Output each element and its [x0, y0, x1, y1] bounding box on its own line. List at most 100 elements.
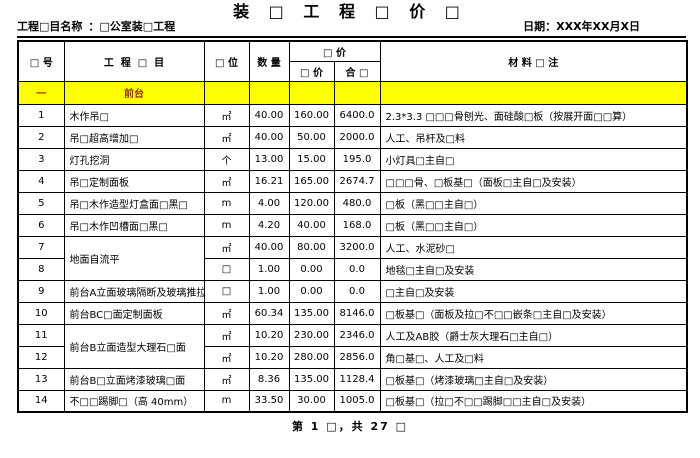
- table-row: 9 前台A立面玻璃隔断及玻璃推拉□ □ 1.00 0.00 0.0 □主自□及安装: [17, 279, 688, 303]
- col-header-unit-price: □ 价: [288, 60, 335, 82]
- cell-seq: 2: [17, 125, 65, 149]
- cell-seq: 4: [17, 169, 65, 193]
- cell-qty: 10.20: [248, 345, 290, 369]
- cell-unit-price: 165.00: [288, 169, 335, 193]
- section-empty-cell: [288, 80, 335, 105]
- cell-materials: □板（黑□□主自□）: [379, 191, 688, 215]
- cell-unit-price: 0.00: [288, 257, 335, 281]
- cell-materials: 小灯具□主自□: [379, 147, 688, 171]
- page-footer: 第 1 □，共 27 □: [291, 420, 409, 433]
- cell-total: 2674.7: [333, 169, 381, 193]
- table-row: 2 吊□超高增加□ ㎡ 40.00 50.00 2000.0 人工、吊杆及□料: [17, 125, 688, 149]
- cell-materials: 人工及AB胶（爵士灰大理石□主自□）: [379, 323, 688, 347]
- cell-total: 2346.0: [333, 323, 381, 347]
- section-seq-cell: 一: [17, 80, 65, 105]
- cell-unit: m: [203, 213, 250, 237]
- cell-seq: 11: [17, 323, 65, 347]
- cell-qty: 16.21: [248, 169, 290, 193]
- cell-project: 不□□踢脚□（高 40mm）: [63, 389, 205, 413]
- cell-unit-price: 40.00: [288, 213, 335, 237]
- cell-total: 1128.4: [333, 367, 381, 391]
- table-header: □ 号 工 程 □ 目 □ 位 数 量 □ 价 材 料 □ 注 □ 价 合 □: [17, 40, 688, 82]
- cell-materials: 角□基□、人工及□料: [379, 345, 688, 369]
- cell-seq: 1: [17, 103, 65, 127]
- cell-seq: 3: [17, 147, 65, 171]
- cell-project: 地面自流平: [63, 235, 205, 281]
- col-header-seq: □ 号: [17, 40, 65, 82]
- cell-project: 灯孔挖洞: [63, 147, 205, 171]
- table-row: 5 吊□木作造型灯盒面□黑□ m 4.00 120.00 480.0 □板（黑□□主自□）: [17, 191, 688, 215]
- cell-total: 0.0: [333, 279, 381, 303]
- cell-materials: □主自□及安装: [379, 279, 688, 303]
- meta-bar: 工程□目名称 ：□公室装□工程 日期： XXX年XX月X日: [17, 20, 686, 38]
- table-row: 3 灯孔挖洞个 13.00 15.00 195.0 小灯具□主自□: [17, 147, 688, 171]
- cell-project: 木作吊□: [63, 103, 205, 127]
- cell-seq: 8: [17, 257, 65, 281]
- cell-unit-price: 80.00: [288, 235, 335, 259]
- cell-unit: m: [203, 191, 250, 215]
- section-name-cell: 前台: [63, 80, 205, 105]
- date-group: 日期： XXX年XX月X日: [523, 18, 686, 34]
- section-empty-cell: [248, 80, 290, 105]
- cell-unit: ㎡: [203, 367, 250, 391]
- cell-materials: □板基□（烤漆玻璃□主自□及安装）: [379, 367, 688, 391]
- cell-unit: ㎡: [203, 103, 250, 127]
- cell-unit: □: [203, 279, 250, 303]
- cell-seq: 14: [17, 389, 65, 413]
- cell-total: 195.0: [333, 147, 381, 171]
- cell-qty: 40.00: [248, 103, 290, 127]
- cell-materials: 2.3*3.3 □□□骨刨光、面硅酸□板（按展开面□□算）: [379, 103, 688, 127]
- cell-seq: 10: [17, 301, 65, 325]
- cell-qty: 10.20: [248, 323, 290, 347]
- cell-project: 吊□木作凹槽面□黑□: [63, 213, 205, 237]
- cell-unit: ㎡: [203, 169, 250, 193]
- cell-qty: 40.00: [248, 125, 290, 149]
- cell-unit: □: [203, 257, 250, 281]
- cell-unit-price: 50.00: [288, 125, 335, 149]
- cell-unit-price: 160.00: [288, 103, 335, 127]
- col-header-qty: 数 量: [248, 40, 290, 82]
- cell-unit: ㎡: [203, 345, 250, 369]
- col-header-price-group: □ 价: [288, 40, 381, 62]
- cell-unit-price: 30.00: [288, 389, 335, 413]
- cell-seq: 5: [17, 191, 65, 215]
- col-header-unit: □ 位: [203, 40, 250, 82]
- cell-unit-price: 15.00: [288, 147, 335, 171]
- cell-materials: 人工、吊杆及□料: [379, 125, 688, 149]
- cell-seq: 12: [17, 345, 65, 369]
- cell-unit-price: 135.00: [288, 367, 335, 391]
- cell-unit: ㎡: [203, 323, 250, 347]
- cell-seq: 9: [17, 279, 65, 303]
- cell-qty: 13.00: [248, 147, 290, 171]
- cell-seq: 7: [17, 235, 65, 259]
- cell-materials: □板基□（拉□不□□踢脚□□主自□及安装）: [379, 389, 688, 413]
- cell-qty: 1.00: [248, 257, 290, 281]
- cell-unit-price: 120.00: [288, 191, 335, 215]
- project-name-label: 工程□目名称: [17, 20, 83, 33]
- cell-total: 1005.0: [333, 389, 381, 413]
- col-header-total: 合 □: [333, 60, 381, 82]
- cell-materials: 人工、水泥砂□: [379, 235, 688, 259]
- cell-unit: ㎡: [203, 235, 250, 259]
- cell-unit: m: [203, 389, 250, 413]
- cell-unit: 个: [203, 147, 250, 171]
- cell-unit: ㎡: [203, 125, 250, 149]
- section-empty-cell: [379, 80, 688, 105]
- cell-total: 3200.0: [333, 235, 381, 259]
- cell-project: 前台A立面玻璃隔断及玻璃推拉□: [63, 279, 205, 303]
- cell-qty: 8.36: [248, 367, 290, 391]
- project-name-group: 工程□目名称 ：□公室装□工程: [17, 18, 175, 34]
- cell-unit: ㎡: [203, 301, 250, 325]
- cell-qty: 60.34: [248, 301, 290, 325]
- date-label: 日期：: [523, 20, 557, 33]
- cell-unit-price: 135.00: [288, 301, 335, 325]
- date-value: XXX年XX月X日: [556, 20, 640, 33]
- cell-total: 0.0: [333, 257, 381, 281]
- cell-qty: 4.20: [248, 213, 290, 237]
- section-row-front-desk: 一 前台: [17, 80, 688, 105]
- cell-materials: 地毯□主自□及安装: [379, 257, 688, 281]
- quotation-table: □ 号 工 程 □ 目 □ 位 数 量 □ 价 材 料 □ 注 □ 价 合 □ …: [17, 40, 688, 413]
